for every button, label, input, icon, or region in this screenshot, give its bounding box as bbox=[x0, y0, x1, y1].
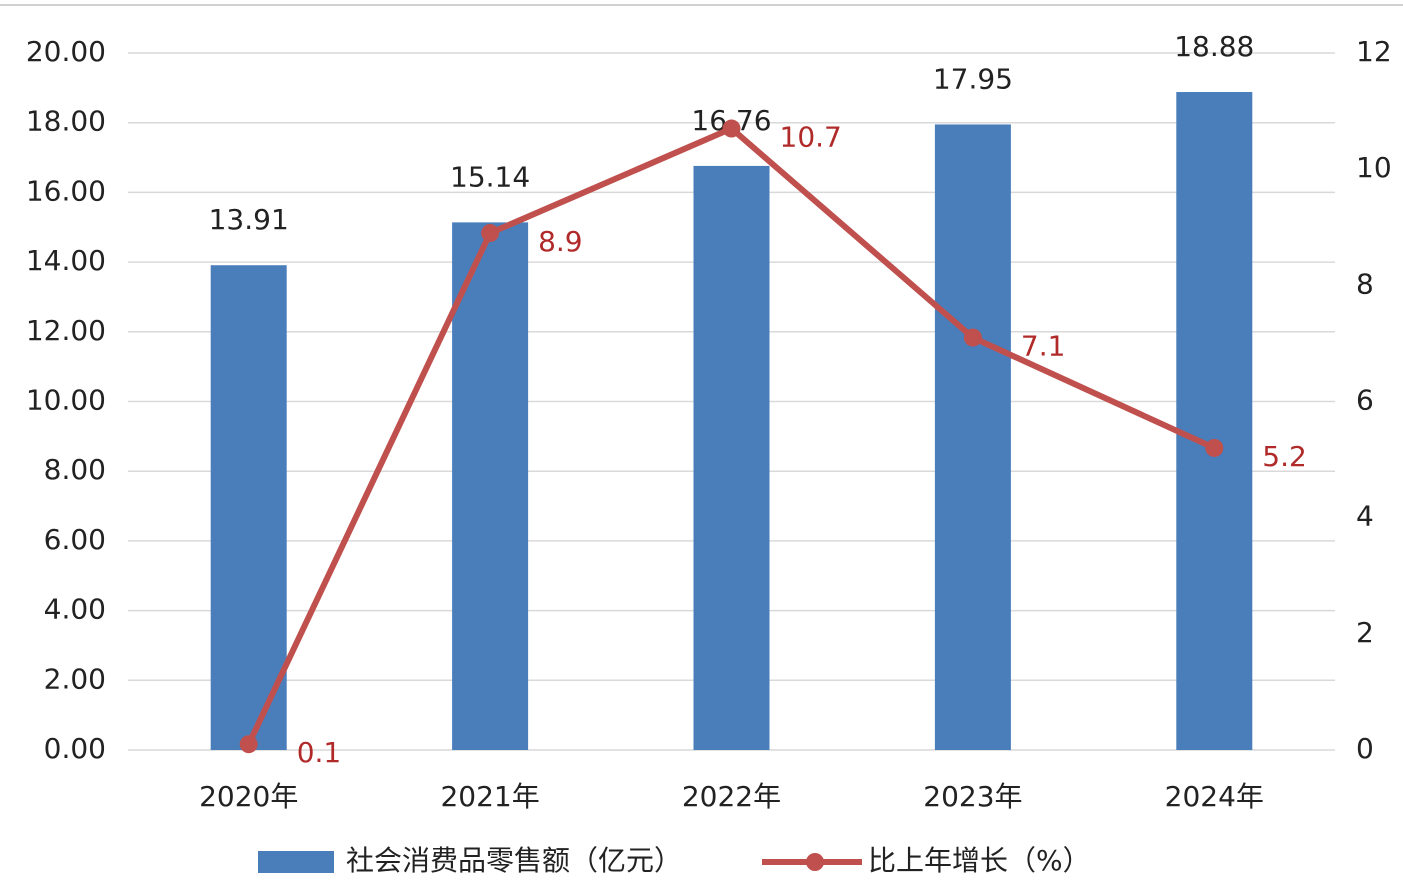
bar bbox=[1176, 92, 1253, 751]
legend-marker bbox=[806, 853, 824, 871]
line-marker bbox=[1205, 438, 1224, 457]
y-tick-label: 2.00 bbox=[44, 662, 106, 695]
bar-value-label: 18.88 bbox=[1174, 30, 1254, 63]
y-tick-label: 14.00 bbox=[26, 244, 106, 277]
y-tick-label: 10.00 bbox=[26, 384, 106, 417]
y-tick-label: 12.00 bbox=[26, 314, 106, 347]
line-value-label: 0.1 bbox=[297, 736, 342, 769]
line-value-label: 10.7 bbox=[780, 121, 842, 154]
y2-tick-label: 6 bbox=[1356, 384, 1374, 417]
y2-tick-label: 10 bbox=[1356, 151, 1392, 184]
bar-value-label: 15.14 bbox=[450, 160, 530, 193]
line-value-label: 8.9 bbox=[538, 225, 583, 258]
bar bbox=[210, 265, 287, 750]
bar-value-label: 13.91 bbox=[209, 203, 289, 236]
legend-swatch bbox=[258, 851, 334, 873]
y-tick-label: 4.00 bbox=[44, 593, 106, 626]
legend-label: 比上年增长（%） bbox=[868, 844, 1091, 877]
y2-tick-label: 2 bbox=[1356, 616, 1374, 649]
line-marker bbox=[722, 119, 741, 138]
x-tick-label: 2021年 bbox=[440, 780, 539, 813]
y-tick-label: 0.00 bbox=[44, 732, 106, 765]
y-tick-label: 8.00 bbox=[44, 453, 106, 486]
y2-tick-label: 4 bbox=[1356, 500, 1374, 533]
bar bbox=[693, 165, 770, 750]
bar-value-label: 17.95 bbox=[933, 62, 1013, 95]
bar bbox=[934, 124, 1011, 750]
x-tick-label: 2023年 bbox=[923, 780, 1022, 813]
legend-label: 社会消费品零售额（亿元） bbox=[346, 844, 682, 877]
y2-tick-label: 12 bbox=[1356, 35, 1392, 68]
bar bbox=[452, 222, 529, 751]
line-value-label: 7.1 bbox=[1021, 330, 1066, 363]
y2-tick-label: 0 bbox=[1356, 732, 1374, 765]
x-tick-label: 2022年 bbox=[682, 780, 781, 813]
line-value-label: 5.2 bbox=[1262, 440, 1307, 473]
y-tick-label: 18.00 bbox=[26, 105, 106, 138]
x-tick-label: 2024年 bbox=[1165, 780, 1264, 813]
line-marker bbox=[239, 735, 258, 754]
y-tick-label: 6.00 bbox=[44, 523, 106, 556]
y-tick-label: 16.00 bbox=[26, 174, 106, 207]
y-tick-label: 20.00 bbox=[26, 35, 106, 68]
x-tick-label: 2020年 bbox=[199, 780, 298, 813]
line-marker bbox=[481, 224, 500, 243]
y2-tick-label: 8 bbox=[1356, 267, 1374, 300]
line-marker bbox=[963, 328, 982, 347]
